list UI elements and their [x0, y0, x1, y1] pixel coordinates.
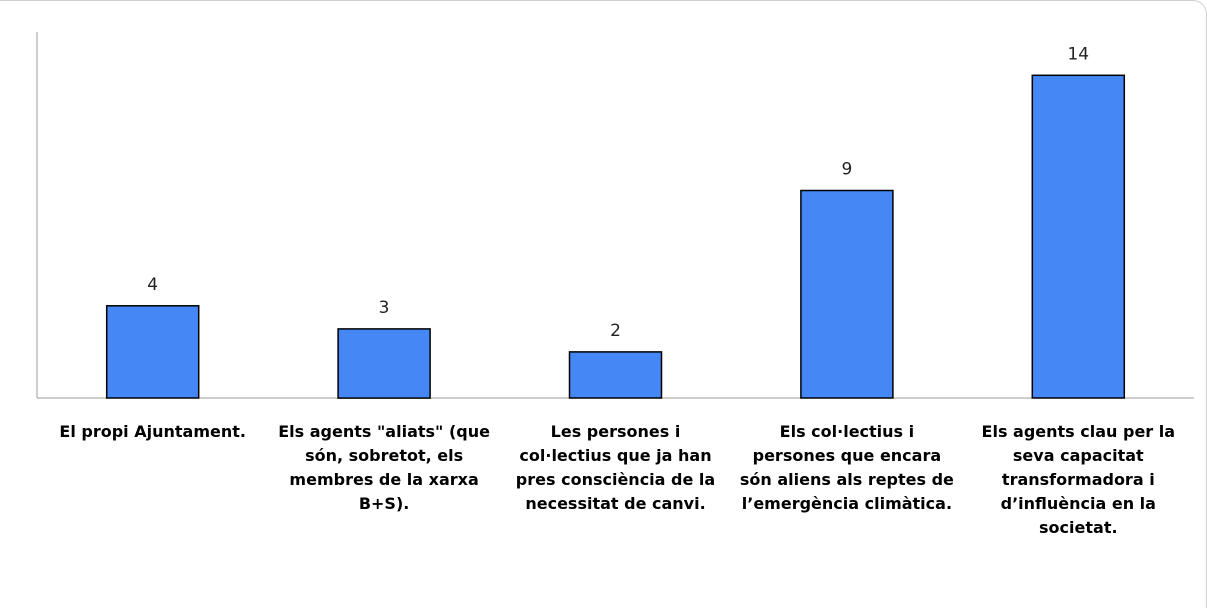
category-label-1: El propi Ajuntament. — [59, 422, 246, 441]
category-label-3: Les persones i col·lectius que ja han pr… — [515, 422, 716, 513]
bar-5 — [1031, 74, 1126, 399]
data-label-2: 3 — [379, 298, 390, 318]
category-label-4: Els col·lectius i persones que encara só… — [739, 422, 954, 513]
data-label-1: 4 — [147, 275, 158, 295]
bars-group — [105, 74, 1126, 399]
data-labels-group: 4 3 2 9 14 — [147, 44, 1089, 341]
bar-3 — [568, 351, 663, 399]
bar-1 — [105, 305, 200, 399]
bar-2 — [337, 328, 431, 399]
category-label-2: Els agents "aliats" (que són, sobretot, … — [278, 422, 490, 513]
data-label-3: 2 — [610, 321, 621, 341]
bar-4 — [800, 189, 894, 399]
data-label-4: 9 — [841, 160, 852, 180]
category-label-5: Els agents clau per la seva capacitat tr… — [981, 422, 1176, 537]
data-label-5: 14 — [1067, 44, 1089, 64]
